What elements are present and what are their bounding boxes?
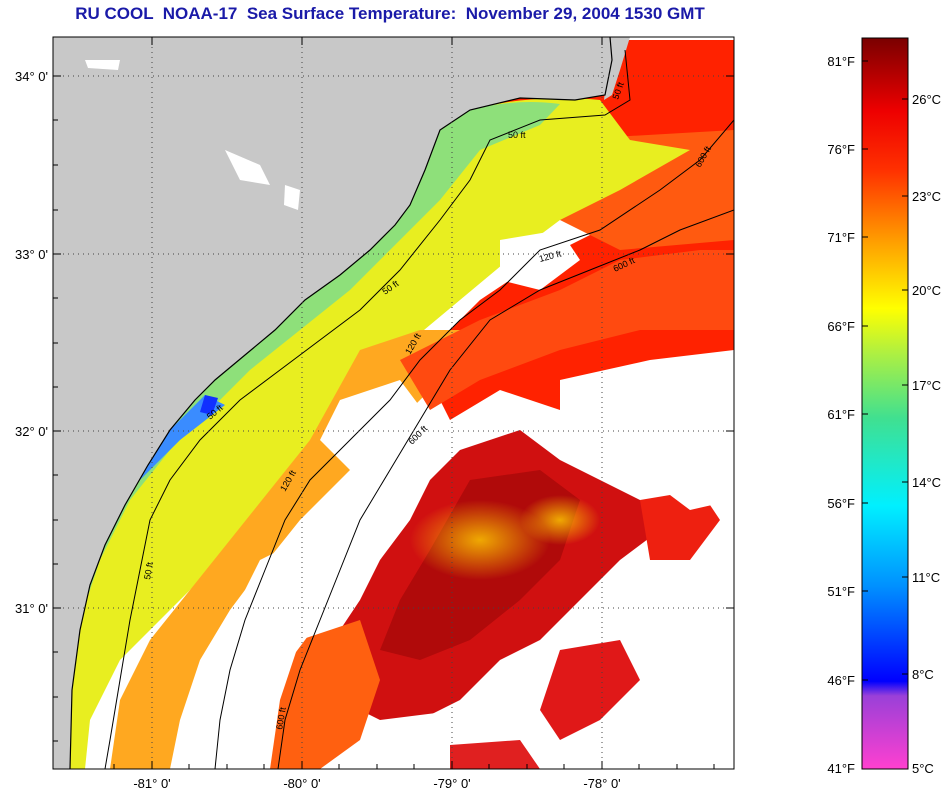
longitude-labels: -81° 0' -80° 0' -79° 0' -78° 0' (133, 776, 620, 791)
colorbar-gradient (861, 37, 909, 770)
fahrenheit-label: 56°F (827, 496, 855, 511)
celsius-labels: 26°C 23°C 20°C 17°C 14°C 11°C 8°C 5°C (912, 92, 941, 776)
celsius-label: 5°C (912, 761, 934, 776)
celsius-label: 8°C (912, 667, 934, 682)
map-title: RU COOL NOAA-17 Sea Surface Temperature:… (75, 4, 705, 23)
land-mass (53, 37, 612, 769)
lat-label: 33° 0' (15, 247, 48, 262)
fahrenheit-label: 71°F (827, 230, 855, 245)
contour-label: 50 ft (508, 130, 526, 140)
celsius-label: 20°C (912, 283, 941, 298)
fahrenheit-label: 46°F (827, 673, 855, 688)
lat-label: 34° 0' (15, 69, 48, 84)
lon-label: -81° 0' (133, 776, 170, 791)
lon-label: -79° 0' (433, 776, 470, 791)
fahrenheit-label: 66°F (827, 319, 855, 334)
inland-lake (85, 60, 120, 70)
map-border (52, 36, 735, 770)
contour-label: 600 ft (274, 706, 288, 730)
depth-contours (104, 49, 734, 769)
coastline (69, 37, 613, 769)
map-area[interactable]: 50 ft 50 ft 50 ft 50 ft 120 ft 120 ft 12… (53, 37, 734, 769)
lat-label: 32° 0' (15, 424, 48, 439)
fahrenheit-label: 61°F (827, 407, 855, 422)
lon-label: -78° 0' (583, 776, 620, 791)
fahrenheit-label: 51°F (827, 584, 855, 599)
sst-field (53, 40, 734, 769)
fahrenheit-label: 76°F (827, 142, 855, 157)
axis-ticks (53, 37, 734, 769)
latitude-labels: 34° 0' 33° 0' 32° 0' 31° 0' (15, 69, 48, 616)
celsius-label: 23°C (912, 189, 941, 204)
inland-lake (284, 185, 300, 210)
celsius-label: 14°C (912, 475, 941, 490)
inland-lake (225, 150, 270, 185)
land-northeast (604, 37, 630, 100)
colorbar-ticks (862, 60, 908, 681)
celsius-label: 17°C (912, 378, 941, 393)
celsius-label: 11°C (912, 570, 940, 585)
fahrenheit-label: 81°F (827, 54, 855, 69)
celsius-label: 26°C (912, 92, 941, 107)
fahrenheit-label: 41°F (827, 761, 855, 776)
contour-label: 50 ft (142, 561, 155, 580)
fahrenheit-labels: 81°F 76°F 71°F 66°F 61°F 56°F 51°F 46°F … (827, 54, 855, 776)
lon-label: -80° 0' (283, 776, 320, 791)
graticule (53, 37, 734, 769)
lat-label: 31° 0' (15, 601, 48, 616)
temperature-colorbar: 81°F 76°F 71°F 66°F 61°F 56°F 51°F 46°F … (827, 37, 941, 776)
